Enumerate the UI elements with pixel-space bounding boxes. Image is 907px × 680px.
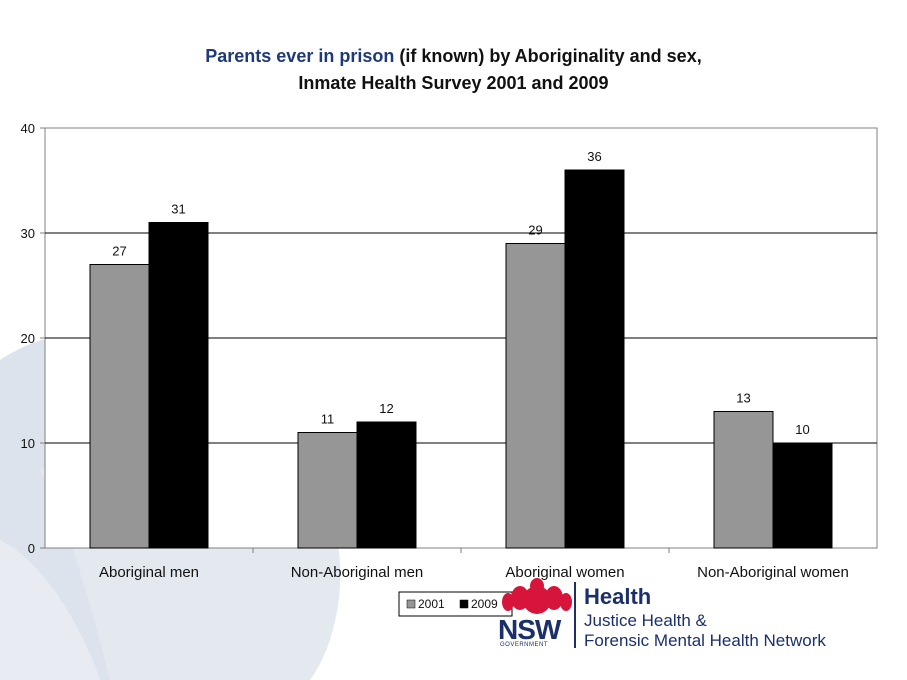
bar-2009: [772, 442, 833, 549]
logo-nsw-text: NSW: [498, 614, 561, 645]
y-tick-label: 20: [21, 331, 35, 346]
data-label-2001: 29: [528, 223, 542, 238]
y-tick-label: 0: [28, 541, 35, 556]
x-category-label: Non-Aboriginal men: [291, 564, 424, 581]
chart-title-line2: Inmate Health Survey 2001 and 2009: [298, 73, 609, 93]
bar-2009: [148, 222, 209, 549]
bar-2001: [505, 243, 566, 549]
data-label-2001: 13: [736, 391, 750, 406]
legend-swatch-2009: [459, 599, 469, 609]
waratah-icon: [502, 578, 572, 614]
data-label-2009: 31: [171, 202, 185, 217]
x-category-label: Aboriginal women: [505, 564, 624, 581]
nsw-health-logo: NSW GOVERNMENT Health Justice Health & F…: [494, 578, 874, 653]
logo-divider: [574, 582, 576, 648]
legend-label-2001: 2001: [418, 597, 445, 611]
logo-org-sub-line1: Justice Health &: [584, 611, 707, 630]
chart-title-line1: Parents ever in prison (if known) by Abo…: [0, 43, 907, 70]
data-label-2009: 36: [587, 149, 601, 164]
x-category-label: Aboriginal men: [99, 564, 199, 581]
logo-org-sub: Justice Health & Forensic Mental Health …: [584, 611, 874, 651]
bar-2009: [356, 421, 417, 549]
data-label-2001: 27: [112, 244, 126, 259]
legend-box: [398, 591, 513, 617]
chart-title: Parents ever in prison (if known) by Abo…: [0, 43, 907, 97]
bar-2009: [564, 169, 625, 549]
chart-title-accent: Parents ever in prison: [205, 46, 395, 66]
chart-title-rest: (if known) by Aboriginality and sex,: [394, 46, 702, 66]
logo-org-sub-line2: Forensic Mental Health Network: [584, 631, 826, 650]
legend-label-2009: 2009: [471, 597, 498, 611]
data-label-2009: 12: [379, 401, 393, 416]
background-shape-3: [0, 540, 100, 680]
y-tick-label: 40: [21, 121, 35, 136]
logo-government-text: GOVERNMENT: [500, 642, 549, 648]
bar-2001: [89, 264, 150, 549]
bar-2001: [297, 432, 358, 549]
data-label-2009: 10: [795, 422, 809, 437]
data-label-2001: 11: [321, 412, 335, 427]
x-category-label: Non-Aboriginal women: [697, 564, 849, 581]
y-tick-label: 30: [21, 226, 35, 241]
legend-swatch-2001: [406, 599, 416, 609]
logo-org-name: Health: [584, 584, 652, 609]
y-tick-label: 10: [21, 436, 35, 451]
bar-2001: [713, 411, 774, 549]
